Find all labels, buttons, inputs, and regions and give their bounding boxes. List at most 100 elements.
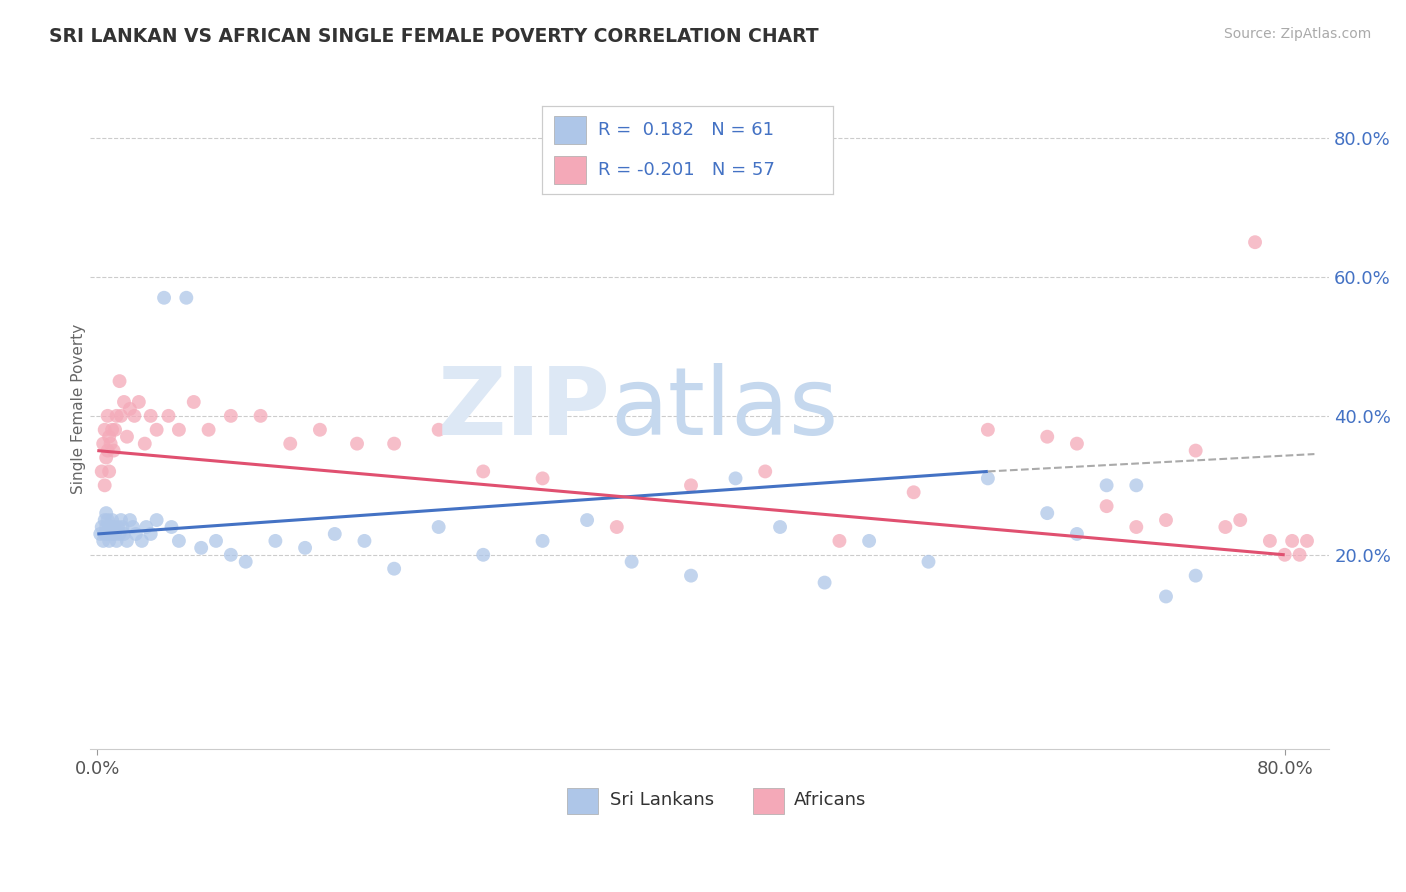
Point	[323, 527, 346, 541]
Point	[264, 533, 287, 548]
Point	[93, 478, 115, 492]
Point	[205, 533, 228, 548]
Point	[858, 533, 880, 548]
Point	[97, 443, 120, 458]
Point	[108, 527, 131, 541]
FancyBboxPatch shape	[567, 789, 598, 814]
Point	[1296, 533, 1319, 548]
Point	[183, 395, 205, 409]
Point	[139, 409, 162, 423]
Point	[96, 506, 118, 520]
Point	[108, 374, 131, 388]
Text: atlas: atlas	[610, 363, 838, 455]
Point	[249, 409, 271, 423]
FancyBboxPatch shape	[754, 789, 785, 814]
Point	[309, 423, 332, 437]
Point	[1288, 548, 1310, 562]
Point	[125, 527, 148, 541]
Point	[90, 465, 112, 479]
Point	[679, 478, 702, 492]
Point	[122, 520, 145, 534]
Point	[294, 541, 316, 555]
Point	[724, 471, 747, 485]
Point	[1095, 499, 1118, 513]
Point	[1125, 478, 1147, 492]
Point	[1154, 513, 1177, 527]
Text: ZIP: ZIP	[437, 363, 610, 455]
Point	[219, 409, 242, 423]
Point	[97, 513, 120, 527]
Point	[104, 527, 127, 541]
Point	[828, 533, 851, 548]
Point	[135, 520, 157, 534]
Point	[977, 423, 1000, 437]
Point	[754, 465, 776, 479]
Point	[346, 436, 368, 450]
Point	[98, 533, 121, 548]
Point	[620, 555, 643, 569]
Point	[107, 520, 129, 534]
Point	[1095, 478, 1118, 492]
Point	[160, 520, 183, 534]
Point	[167, 533, 190, 548]
Point	[98, 465, 121, 479]
Point	[100, 520, 122, 534]
Point	[139, 527, 162, 541]
Point	[679, 568, 702, 582]
Point	[110, 409, 132, 423]
Point	[91, 436, 114, 450]
Point	[1036, 506, 1059, 520]
Point	[93, 423, 115, 437]
Point	[190, 541, 212, 555]
Point	[382, 562, 405, 576]
Point	[90, 520, 112, 534]
Point	[96, 450, 118, 465]
Point	[427, 423, 450, 437]
Point	[118, 513, 141, 527]
Point	[153, 291, 176, 305]
Point	[1125, 520, 1147, 534]
Point	[112, 395, 135, 409]
Point	[769, 520, 792, 534]
Point	[1154, 590, 1177, 604]
Point	[97, 409, 120, 423]
Point	[93, 527, 115, 541]
Point	[101, 527, 124, 541]
Point	[124, 409, 146, 423]
Point	[91, 533, 114, 548]
Point	[111, 520, 134, 534]
Point	[1258, 533, 1281, 548]
Point	[134, 436, 156, 450]
Point	[1066, 527, 1088, 541]
Point	[1215, 520, 1237, 534]
Point	[98, 520, 121, 534]
Point	[1184, 443, 1206, 458]
Text: Source: ZipAtlas.com: Source: ZipAtlas.com	[1223, 27, 1371, 41]
Text: SRI LANKAN VS AFRICAN SINGLE FEMALE POVERTY CORRELATION CHART: SRI LANKAN VS AFRICAN SINGLE FEMALE POVE…	[49, 27, 818, 45]
Point	[606, 520, 628, 534]
Point	[100, 436, 122, 450]
Point	[105, 533, 128, 548]
Point	[531, 533, 554, 548]
Y-axis label: Single Female Poverty: Single Female Poverty	[72, 324, 86, 494]
Point	[917, 555, 939, 569]
Point	[472, 465, 495, 479]
Text: Sri Lankans: Sri Lankans	[610, 791, 714, 809]
Point	[110, 513, 132, 527]
Point	[903, 485, 925, 500]
Point	[353, 533, 375, 548]
Point	[98, 430, 121, 444]
Point	[101, 513, 124, 527]
Point	[1036, 430, 1059, 444]
Point	[115, 430, 138, 444]
Point	[96, 520, 118, 534]
Point	[576, 513, 599, 527]
Point	[1184, 568, 1206, 582]
Point	[278, 436, 301, 450]
Point	[531, 471, 554, 485]
Point	[1066, 436, 1088, 450]
Point	[157, 409, 180, 423]
Point	[382, 436, 405, 450]
Point	[813, 575, 835, 590]
Point	[89, 527, 111, 541]
